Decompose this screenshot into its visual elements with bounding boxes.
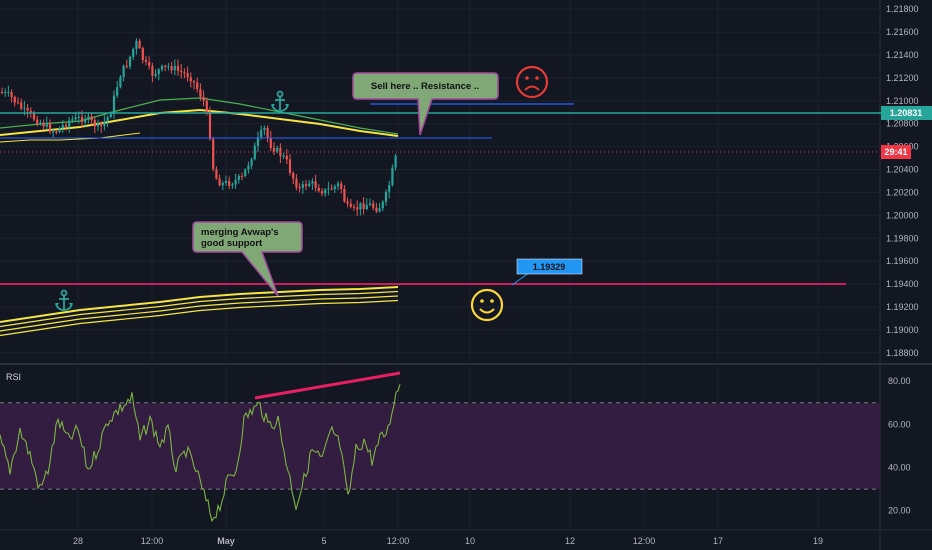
time-tick-label: 12:00 bbox=[387, 536, 410, 546]
anchor-icon[interactable] bbox=[271, 90, 289, 112]
price-pane[interactable] bbox=[0, 0, 880, 362]
rsi-bands bbox=[0, 402, 880, 490]
time-tick-label: 19 bbox=[813, 536, 823, 546]
support-price-label[interactable]: 1.19329 bbox=[511, 258, 583, 286]
price-tick-label: 1.21200 bbox=[886, 73, 919, 83]
price-tick-label: 1.20800 bbox=[886, 119, 919, 129]
price-tick-label: 1.20200 bbox=[886, 187, 919, 197]
price-tick-label: 1.19800 bbox=[886, 233, 919, 243]
time-tick-label: 12 bbox=[565, 536, 575, 546]
price-axis-panel[interactable] bbox=[880, 0, 932, 550]
rsi-title: RSI bbox=[6, 372, 21, 382]
resistance-price-tag: 1.20831 bbox=[881, 106, 932, 120]
current-price-tag-text: 29:41 bbox=[884, 147, 907, 157]
rsi-line bbox=[0, 383, 401, 523]
time-tick-label: 17 bbox=[713, 536, 723, 546]
sell-callout-text: Sell here .. Resistance .. bbox=[371, 81, 479, 92]
current-price-tag: 29:41 bbox=[881, 145, 911, 159]
sell-callout[interactable]: Sell here .. Resistance .. bbox=[352, 72, 499, 136]
rsi-divergence-line[interactable] bbox=[254, 371, 401, 400]
price-tick-label: 1.21000 bbox=[886, 96, 919, 106]
resistance-price-tag-text: 1.20831 bbox=[890, 108, 923, 118]
price-tick-label: 1.19000 bbox=[886, 325, 919, 335]
rsi-tick-label: 40.00 bbox=[888, 463, 911, 473]
price-tick-label: 1.19400 bbox=[886, 279, 919, 289]
time-tick-label: 5 bbox=[321, 536, 326, 546]
horizontal-lines[interactable] bbox=[0, 103, 932, 285]
time-tick-label: 10 bbox=[465, 536, 475, 546]
price-tick-label: 1.20000 bbox=[886, 210, 919, 220]
anchor-icon[interactable] bbox=[55, 289, 73, 311]
sad-face-icon[interactable] bbox=[515, 65, 549, 99]
happy-face-icon[interactable] bbox=[470, 288, 504, 322]
rsi-tick-label: 20.00 bbox=[888, 506, 911, 516]
rsi-tick-label: 80.00 bbox=[888, 376, 911, 386]
price-tick-label: 1.21800 bbox=[886, 4, 919, 14]
price-tick-label: 1.19600 bbox=[886, 256, 919, 266]
support-callout-line1: merging Avwap's bbox=[201, 227, 279, 238]
support-callout[interactable]: merging Avwap's good support bbox=[192, 221, 303, 297]
price-tick-label: 1.21600 bbox=[886, 27, 919, 37]
grid bbox=[0, 0, 880, 528]
price-tick-label: 1.21400 bbox=[886, 50, 919, 60]
time-tick-label: 28 bbox=[73, 536, 83, 546]
support-callout-line2: good support bbox=[201, 238, 263, 249]
rsi-axis-ticks: 80.00 60.00 40.00 20.00 bbox=[888, 376, 911, 516]
price-tick-label: 1.18800 bbox=[886, 348, 919, 358]
price-tick-label: 1.20400 bbox=[886, 165, 919, 175]
support-price-label-text: 1.19329 bbox=[533, 262, 566, 272]
rsi-tick-label: 60.00 bbox=[888, 419, 911, 429]
candlesticks bbox=[0, 38, 397, 216]
time-axis-ticks: 28 12:00 May 5 12:00 10 12 12:00 17 19 bbox=[73, 536, 823, 546]
time-tick-label: May bbox=[217, 536, 235, 546]
price-tick-label: 1.19200 bbox=[886, 302, 919, 312]
time-tick-label: 12:00 bbox=[633, 536, 656, 546]
time-tick-label: 12:00 bbox=[141, 536, 164, 546]
